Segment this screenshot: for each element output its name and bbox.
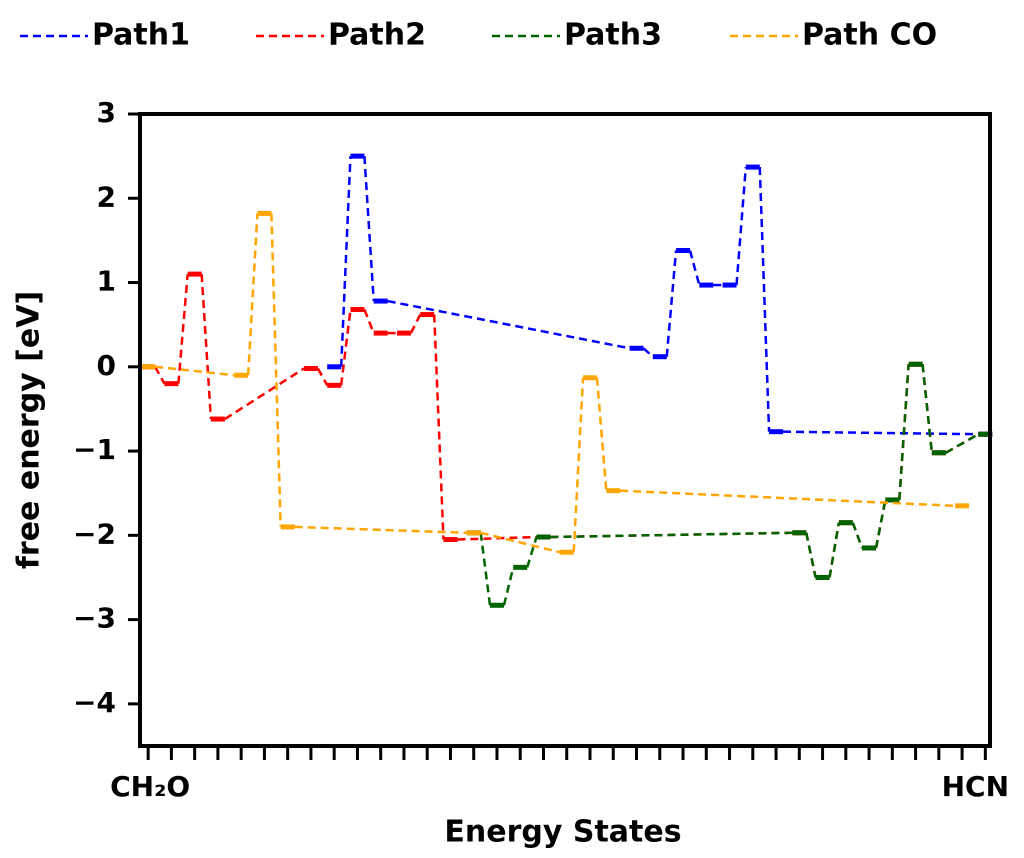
connector: [572, 377, 585, 553]
connector: [270, 213, 282, 527]
connector: [154, 365, 235, 377]
connector: [177, 274, 189, 384]
connector: [595, 377, 608, 491]
connector: [409, 313, 422, 334]
connector: [828, 522, 841, 578]
connector: [432, 314, 445, 540]
connector: [874, 499, 887, 549]
y-tick-label: −1: [73, 433, 116, 466]
legend-label: Path CO: [802, 18, 937, 53]
connector: [294, 525, 467, 535]
y-tick-label: −2: [73, 517, 116, 550]
x-tick-label: CH₂O: [110, 770, 190, 803]
connector: [688, 250, 701, 286]
series: [466, 361, 993, 608]
connector: [316, 367, 329, 386]
legend-label: Path1: [92, 18, 190, 53]
connector: [387, 299, 630, 350]
series: [141, 271, 993, 580]
y-tick-label: 1: [97, 265, 116, 298]
connector: [898, 364, 910, 501]
connector: [246, 213, 259, 376]
connector: [735, 166, 748, 286]
y-tick-label: −3: [73, 602, 116, 635]
connector: [758, 167, 771, 432]
connector: [480, 531, 561, 554]
connector: [805, 532, 817, 578]
x-axis-label: Energy States: [444, 815, 681, 850]
x-tick-label: HCN: [942, 770, 1009, 803]
connector: [945, 433, 979, 454]
y-axis-label: free energy [eV]: [12, 291, 47, 569]
y-tick-label: 2: [97, 180, 116, 213]
connector: [339, 156, 352, 367]
connector: [526, 536, 538, 568]
connector: [665, 250, 678, 357]
connector: [783, 430, 979, 436]
series: [327, 153, 993, 437]
connector: [224, 367, 305, 421]
series: [141, 210, 970, 555]
connector: [550, 531, 793, 539]
y-tick-label: −4: [73, 686, 116, 719]
plot-frame: [138, 112, 992, 748]
legend-label: Path3: [564, 18, 662, 53]
y-tick-label: 3: [97, 96, 116, 129]
connector: [620, 489, 956, 508]
y-tick-label: 0: [97, 349, 116, 382]
legend-label: Path2: [328, 18, 426, 53]
connector: [921, 364, 934, 453]
connector: [642, 347, 654, 358]
connector: [154, 366, 166, 385]
connector: [363, 309, 375, 334]
connector: [200, 274, 213, 420]
connector: [479, 532, 492, 606]
connector: [851, 522, 864, 549]
connector: [502, 567, 515, 606]
connector: [363, 156, 375, 302]
connector: [457, 535, 537, 541]
